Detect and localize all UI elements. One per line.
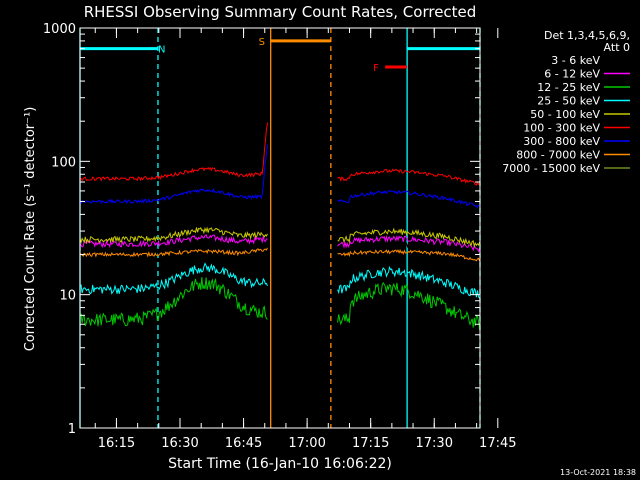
series-5-segment-1	[337, 168, 480, 186]
legend-label-2: 12 - 25 keV	[537, 81, 600, 94]
series-6	[79, 144, 480, 209]
series-5	[79, 122, 480, 186]
series-0-segment-0	[79, 240, 268, 258]
legend-label-1: 6 - 12 keV	[544, 68, 600, 81]
series-4	[79, 226, 481, 248]
plot-area: N S F 1 10 100 1000 16:15 16:30 16:45 17:00 17:15 17…	[43, 22, 517, 451]
x-tick-label-4: 17:15	[352, 436, 389, 451]
status-bar-label-0: N	[158, 45, 165, 56]
series-1-segment-0	[79, 234, 268, 249]
legend-header-line1: Det 1,3,4,5,6,9,	[544, 29, 630, 42]
y-tick-label-2: 100	[51, 155, 76, 170]
series-0	[79, 240, 481, 262]
legend-label-7: 800 - 7000 keV	[516, 149, 600, 162]
x-tick-label-3: 17:00	[288, 436, 325, 451]
chart-title: RHESSI Observing Summary Count Rates, Co…	[84, 3, 477, 21]
series-7-segment-1	[337, 249, 481, 262]
series-4-segment-0	[79, 226, 268, 245]
status-bar-label-2: S	[259, 37, 265, 48]
series-2-segment-0	[79, 277, 268, 327]
x-tick-label-6: 17:45	[479, 436, 516, 451]
series-6-segment-0	[79, 144, 268, 205]
timestamp: 13-Oct-2021 18:38	[560, 468, 636, 477]
legend-label-0: 3 - 6 keV	[551, 54, 600, 67]
series-4-segment-1	[337, 227, 481, 248]
legend-label-5: 100 - 300 keV	[523, 122, 600, 135]
x-axis-label: Start Time (16-Jan-10 16:06:22)	[168, 456, 392, 472]
series-5-segment-0	[79, 122, 268, 182]
series-7	[79, 247, 481, 262]
plot-frame	[79, 27, 481, 429]
x-tick-label-2: 16:45	[225, 436, 262, 451]
y-axis-label: Corrected Count Rate (s⁻¹ detector⁻¹)	[23, 107, 38, 352]
x-tick-label-5: 17:30	[416, 436, 453, 451]
y-tick-label-3: 1000	[43, 22, 76, 37]
series-7-segment-0	[79, 247, 268, 258]
series-3	[79, 262, 481, 299]
series-2	[79, 277, 481, 330]
series-3-segment-1	[337, 265, 481, 299]
series-1-segment-1	[337, 234, 481, 253]
x-tick-label-1: 16:30	[161, 436, 198, 451]
series-2-segment-1	[337, 281, 481, 330]
y-tick-label-1: 10	[59, 289, 76, 304]
series-3-segment-0	[79, 262, 268, 295]
legend-label-6: 300 - 800 keV	[523, 135, 600, 148]
series-1	[79, 234, 481, 253]
legend-label-4: 50 - 100 keV	[530, 108, 600, 121]
legend-label-8: 7000 - 15000 keV	[502, 162, 600, 175]
legend-label-3: 25 - 50 keV	[537, 95, 600, 108]
legend-header-line2: Att 0	[604, 41, 630, 54]
series-0-segment-1	[337, 241, 481, 262]
y-tick-label-0: 1	[68, 422, 76, 437]
x-tick-label-0: 16:15	[98, 436, 135, 451]
status-bar-label-3: F	[373, 63, 379, 74]
series-6-segment-1	[337, 189, 480, 209]
